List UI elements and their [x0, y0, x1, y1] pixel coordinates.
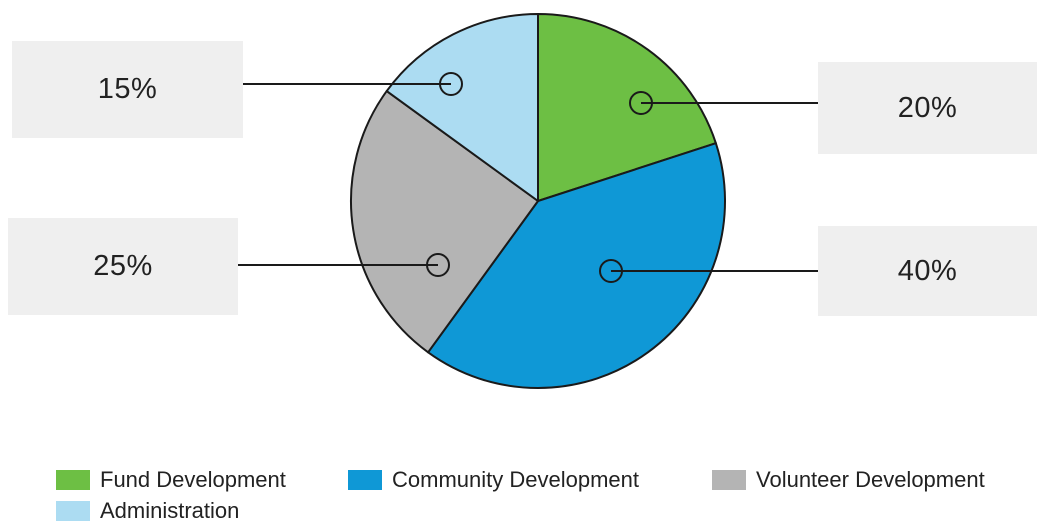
legend-swatch [56, 501, 90, 521]
legend-label: Administration [100, 498, 240, 523]
legend: Fund Development Community Development Vol… [56, 466, 1031, 525]
legend-item-fund-development: Fund Development [56, 466, 348, 494]
pie-slices [350, 13, 726, 389]
legend-item-community-development: Community Development [348, 466, 712, 494]
legend-swatch [56, 470, 90, 490]
leader-marker-administration [439, 72, 463, 96]
legend-swatch [348, 470, 382, 490]
leader-marker-community-development [599, 259, 623, 283]
leader-marker-fund-development [629, 91, 653, 115]
pie-slice-administration [385, 13, 539, 202]
data-label-administration: 15% [12, 41, 243, 138]
data-label-community-development: 40% [818, 226, 1037, 316]
pie-slice-community-development [427, 142, 726, 389]
leader-lines [238, 72, 818, 283]
legend-swatch [712, 470, 746, 490]
legend-label: Community Development [392, 467, 639, 492]
data-label-volunteer-development: 25% [8, 218, 238, 315]
leader-marker-volunteer-development [426, 253, 450, 277]
legend-item-volunteer-development: Volunteer Development [712, 466, 1017, 494]
legend-label: Fund Development [100, 467, 286, 492]
legend-label: Volunteer Development [756, 467, 985, 492]
pie-slice-fund-development [537, 13, 717, 202]
pie-slice-volunteer-development [350, 90, 539, 354]
data-label-fund-development: 20% [818, 62, 1037, 154]
legend-item-administration: Administration [56, 497, 348, 525]
